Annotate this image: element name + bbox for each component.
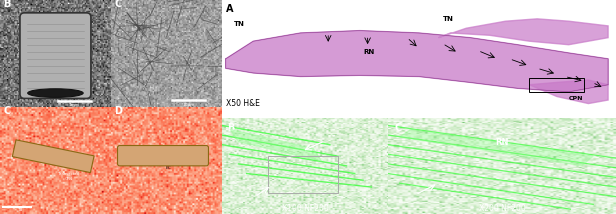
Text: TB: TB — [17, 208, 23, 212]
Text: TN: TN — [442, 16, 453, 22]
Polygon shape — [225, 31, 608, 92]
Text: X200 NF200: X200 NF200 — [479, 204, 525, 213]
Text: EC: EC — [166, 166, 171, 170]
Text: B: B — [227, 122, 234, 132]
Text: C: C — [395, 122, 402, 132]
Text: Transected
CPN: Transected CPN — [58, 172, 79, 181]
Text: TN: TN — [233, 21, 245, 27]
Polygon shape — [230, 129, 322, 161]
Polygon shape — [529, 80, 608, 104]
Text: 10μm: 10μm — [182, 103, 195, 107]
Text: C: C — [3, 107, 10, 116]
FancyBboxPatch shape — [118, 146, 208, 166]
Text: X100 NF200: X100 NF200 — [282, 204, 328, 213]
Ellipse shape — [28, 89, 83, 97]
Text: RN: RN — [495, 138, 509, 147]
Polygon shape — [439, 19, 608, 45]
Polygon shape — [12, 140, 94, 173]
Text: RN: RN — [363, 49, 375, 55]
Text: CPN: CPN — [569, 96, 583, 101]
Text: D: D — [114, 107, 122, 116]
Text: X50 H&E: X50 H&E — [225, 99, 259, 108]
Polygon shape — [400, 129, 593, 166]
Text: B: B — [3, 0, 10, 9]
FancyBboxPatch shape — [20, 13, 91, 98]
Bar — [269, 156, 338, 193]
Text: C: C — [114, 0, 121, 9]
Bar — [529, 78, 585, 92]
Text: A: A — [225, 4, 233, 13]
Text: 1mm: 1mm — [69, 103, 80, 107]
